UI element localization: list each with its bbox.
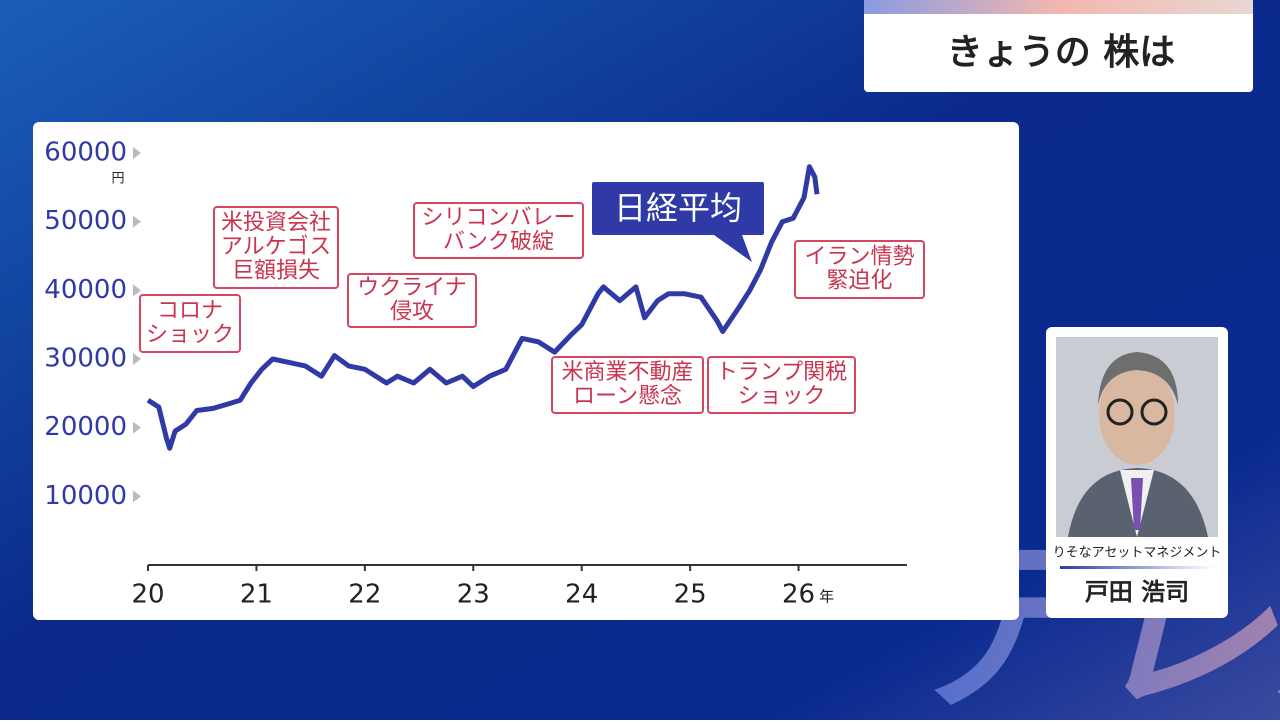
y-tick-mark [133,284,141,297]
y-tick-label: 10000 [44,481,127,511]
legend-label: 日経平均 [614,189,742,227]
y-tick-mark [133,215,141,228]
annotation-text: トランプ関税 [716,360,847,385]
annotation-text: バンク破綻 [443,230,554,255]
annotation-text: 侵攻 [390,300,434,325]
legend-callout [592,182,764,262]
x-tick-label: 21 [240,580,273,610]
chart-panel [33,122,1019,620]
x-tick-label: 24 [565,580,598,610]
annotation-box [707,356,856,414]
annotation-text: アルケゴス [221,235,331,260]
annotation-text: イラン情勢 [804,245,914,270]
guest-company: りそなアセットマネジメント [1053,546,1222,561]
annotation-text: 緊迫化 [826,269,892,294]
x-tick-label: 25 [674,580,707,610]
x-tick-label: 26 [782,580,815,610]
y-tick-label: 50000 [44,206,127,236]
guest-card: りそなアセットマネジメント 戸田 浩司 [1046,327,1228,618]
annotation-text: ショック [737,384,825,409]
x-tick-label: 20 [131,580,164,610]
annotation-text: コロナ [157,299,223,324]
series-line [146,164,820,451]
title-box: きょうの 株は [864,0,1253,92]
annotation-text: 米投資会社 [221,211,331,236]
guest-name: 戸田 浩司 [1085,578,1189,606]
annotation-text: 米商業不動産 [561,360,693,385]
x-tick-label: 23 [457,580,490,610]
y-tick-label: 20000 [44,412,127,442]
annotation-box [213,206,339,289]
x-tick-label: 22 [348,580,381,610]
y-unit: 円 [111,172,124,187]
x-unit: 年 [819,588,834,606]
annotation-text: 巨額損失 [232,259,320,284]
annotation-text: ショック [146,323,234,348]
title: きょうの 株は [947,32,1176,73]
y-tick-label: 40000 [44,275,127,305]
annotation-text: ローン懸念 [573,384,682,409]
y-tick-mark [133,421,141,434]
annotation-text: シリコンバレー [421,206,575,231]
y-tick-mark [133,353,141,365]
y-tick-label: 60000 [44,138,127,168]
annotation-box [347,273,477,328]
annotation-box [551,356,704,414]
annotation-text: ウクライナ [357,276,467,301]
y-tick-label: 30000 [44,344,127,374]
chart: 10000 20000 30000 40000 50000 60000 円 20 21 22 23 2… [44,138,925,610]
y-tick-mark [133,490,141,503]
annotation-box [794,240,925,299]
annotation-box [139,294,241,353]
annotation-box [413,202,584,259]
y-tick-mark [133,147,141,159]
